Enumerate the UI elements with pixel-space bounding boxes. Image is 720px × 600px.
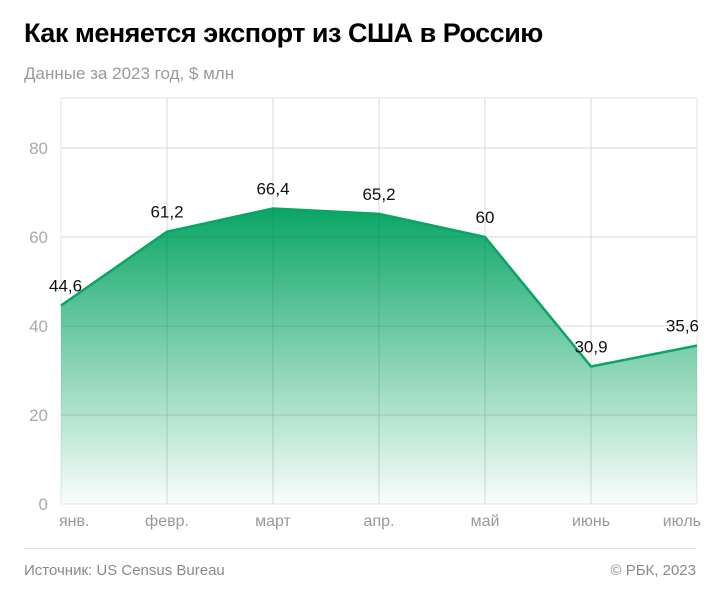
y-tick-label: 80	[29, 139, 48, 158]
data-label: 60	[476, 208, 495, 227]
data-line	[60, 207, 698, 368]
data-label: 65,2	[362, 185, 395, 204]
y-axis-ticks: 0 20 40 60 80	[29, 139, 48, 514]
x-tick-label: февр.	[145, 513, 189, 530]
y-tick-label: 20	[29, 406, 48, 425]
x-tick-label: июль	[663, 513, 701, 530]
x-tick-label: янв.	[59, 513, 89, 530]
source-note: Источник: US Census Bureau	[24, 562, 225, 579]
footer-divider	[24, 548, 696, 549]
data-label: 30,9	[574, 337, 607, 356]
data-label: 35,6	[666, 317, 699, 336]
copyright: © РБК, 2023	[610, 562, 696, 579]
data-label: 66,4	[256, 180, 289, 199]
data-labels: 44,6 61,2 66,4 65,2 60 30,9 35,6	[49, 180, 699, 357]
y-tick-label: 0	[39, 495, 48, 514]
y-tick-label: 40	[29, 317, 48, 336]
x-tick-label: март	[255, 513, 291, 530]
y-tick-label: 60	[29, 228, 48, 247]
chart-subtitle: Данные за 2023 год, $ млн	[24, 64, 235, 83]
x-tick-label: май	[471, 513, 500, 530]
area-fill	[61, 208, 697, 504]
x-tick-label: июнь	[572, 513, 610, 530]
data-label: 44,6	[49, 277, 82, 296]
x-axis-ticks: янв. февр. март апр. май июнь июль	[59, 513, 701, 530]
vertical-gridlines-overlay	[61, 98, 697, 504]
chart-title: Как меняется экспорт из США в Россию	[24, 18, 543, 48]
data-label: 61,2	[150, 203, 183, 222]
x-tick-label: апр.	[364, 513, 395, 530]
